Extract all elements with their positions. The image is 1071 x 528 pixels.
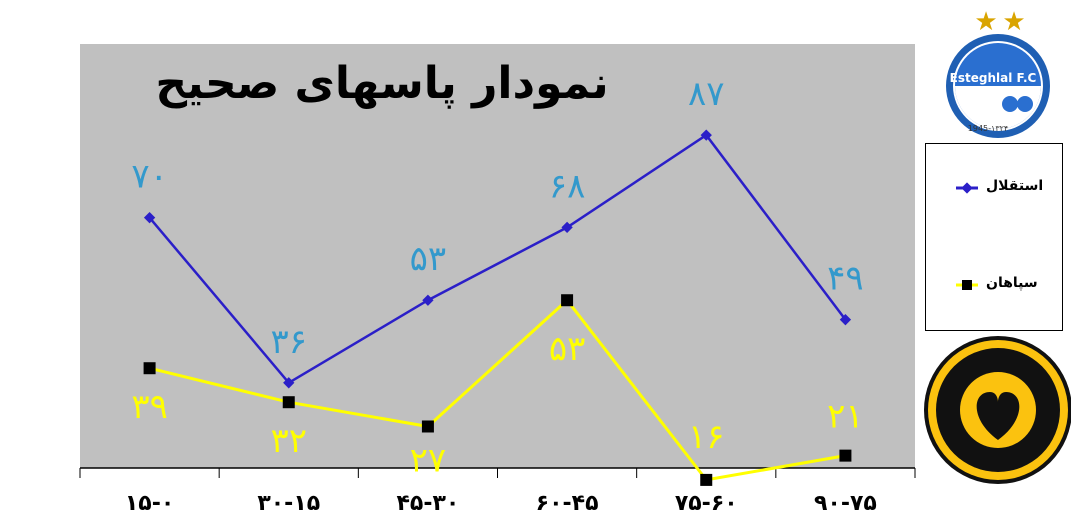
data-label-esteghlal: ۶۸ bbox=[549, 166, 586, 206]
data-label-esteghlal: ۵۳ bbox=[410, 239, 447, 279]
x-tick-label: ۴۵-۳۰ bbox=[396, 491, 459, 516]
data-point-esteghlal bbox=[422, 294, 434, 306]
data-point-sepahan bbox=[143, 362, 156, 375]
data-label-sepahan: ۱۶ bbox=[688, 417, 725, 457]
x-tick-labels: ۱۵-۰ ۳۰-۱۵ ۴۵-۳۰ ۶۰-۴۵ ۷۵-۶۰ ۹۰-۷۵ bbox=[125, 491, 877, 516]
data-label-esteghlal: ۷۰ bbox=[131, 157, 168, 197]
data-point-sepahan bbox=[282, 396, 295, 409]
legend: استقلال سپاهان bbox=[925, 143, 1063, 331]
x-tick-label: ۶۰-۴۵ bbox=[536, 491, 599, 516]
data-label-esteghlal: ۸۷ bbox=[688, 74, 725, 114]
data-label-sepahan: ۵۳ bbox=[549, 329, 586, 369]
esteghlal-logo: Esteghlal F.C 1945-۱۳۲۴ bbox=[935, 34, 1063, 138]
data-point-esteghlal bbox=[700, 129, 712, 141]
series-line-esteghlal bbox=[148, 133, 847, 385]
series-layer bbox=[143, 129, 852, 486]
plot-area bbox=[80, 44, 915, 468]
data-label-sepahan: ۲۱ bbox=[827, 397, 864, 437]
legend-label-esteghlal: استقلال bbox=[986, 178, 1044, 194]
data-point-esteghlal bbox=[561, 221, 573, 234]
esteghlal-logo-text: Esteghlal F.C bbox=[950, 71, 1037, 85]
esteghlal-logo-year: 1945-۱۳۲۴ bbox=[968, 124, 1008, 133]
legend-graphic bbox=[956, 182, 978, 290]
x-tick-label: ۱۵-۰ bbox=[125, 491, 174, 516]
x-tick-label: ۳۰-۱۵ bbox=[257, 491, 320, 516]
data-label-esteghlal: ۳۶ bbox=[270, 322, 307, 362]
data-point-sepahan bbox=[561, 294, 574, 307]
legend-label-sepahan: سپاهان bbox=[986, 275, 1038, 291]
data-point-sepahan bbox=[700, 473, 713, 486]
series-line-sepahan bbox=[149, 298, 846, 482]
x-tick-label: ۹۰-۷۵ bbox=[814, 491, 877, 516]
data-point-esteghlal bbox=[839, 313, 852, 326]
data-label-sepahan: ۳۹ bbox=[131, 387, 168, 427]
data-label-sepahan: ۳۲ bbox=[270, 421, 307, 461]
sepahan-logo bbox=[924, 336, 1071, 484]
data-labels-layer: ۷۰ ۳۶ ۵۳ ۶۸ ۸۷ ۴۹ ۳۹ ۳۲ ۲۷ ۵۳ ۱۶ ۲۱ bbox=[131, 74, 863, 480]
data-point-esteghlal bbox=[283, 377, 295, 389]
data-label-sepahan: ۲۷ bbox=[410, 440, 447, 480]
chart-title: نمودار پاسهای صحیح bbox=[155, 58, 608, 109]
data-point-esteghlal bbox=[143, 212, 156, 224]
data-point-sepahan bbox=[839, 449, 852, 462]
star-icon: ★ bbox=[974, 7, 997, 37]
x-tick-label: ۷۵-۶۰ bbox=[675, 491, 738, 516]
data-point-sepahan bbox=[421, 420, 434, 433]
x-tick-marks bbox=[79, 468, 916, 478]
data-label-esteghlal: ۴۹ bbox=[827, 259, 864, 299]
star-icon: ★ bbox=[1002, 7, 1025, 37]
